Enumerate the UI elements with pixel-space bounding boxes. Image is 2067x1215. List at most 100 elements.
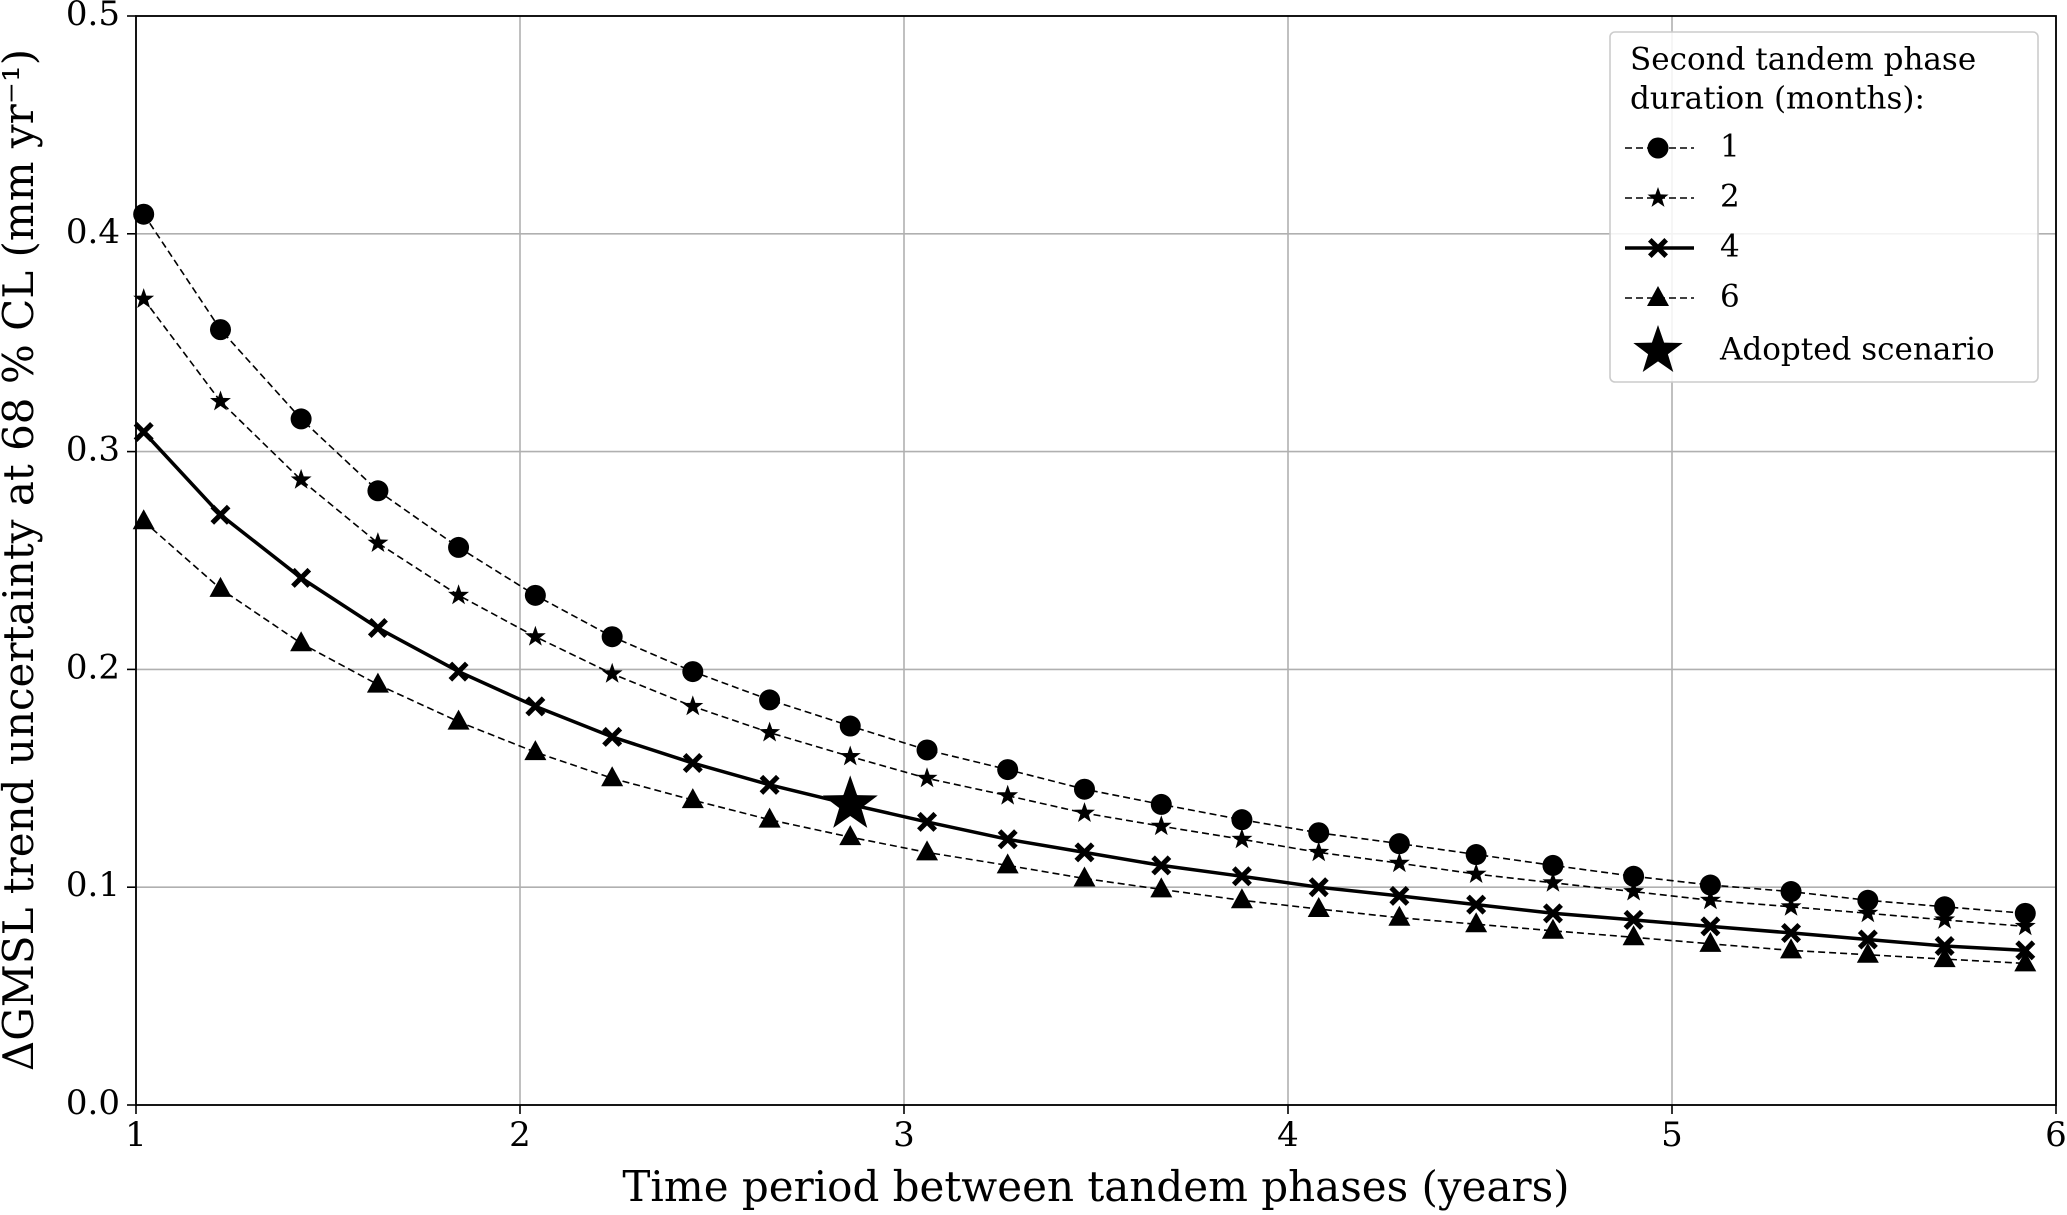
y-tick-label: 0.3 <box>66 430 120 470</box>
marker <box>602 726 623 747</box>
marker <box>367 532 389 552</box>
marker <box>1388 833 1410 855</box>
x-tick-label: 3 <box>893 1115 915 1155</box>
y-tick-label: 0.2 <box>66 647 120 687</box>
marker <box>917 811 938 832</box>
marker <box>290 631 313 652</box>
marker <box>366 672 389 693</box>
x-tick-label: 5 <box>1661 1115 1683 1155</box>
marker <box>1780 895 1802 916</box>
plot-frame <box>135 15 2057 1106</box>
marker <box>1700 916 1721 937</box>
marker <box>133 288 155 308</box>
marker <box>681 788 704 809</box>
marker <box>759 774 780 795</box>
marker <box>447 709 470 730</box>
legend-marker <box>1647 286 1669 306</box>
marker <box>1231 866 1252 887</box>
marker <box>1073 778 1095 800</box>
marker <box>1699 931 1722 952</box>
marker <box>1780 881 1802 903</box>
y-tick-label: 0.5 <box>66 0 120 34</box>
x-axis-label: Time period between tandem phases (years… <box>622 1162 1569 1211</box>
series-line <box>143 520 2026 965</box>
y-tick-label: 0.1 <box>66 865 120 905</box>
marker <box>1780 938 1803 959</box>
legend-box <box>1609 31 2039 383</box>
marker <box>524 584 546 606</box>
marker <box>1623 909 1644 930</box>
marker <box>1934 908 1956 929</box>
marker <box>997 759 1019 781</box>
marker <box>1781 922 1802 943</box>
marker <box>1073 866 1096 887</box>
marker <box>290 468 312 489</box>
legend-title: duration (months): <box>1630 81 1925 117</box>
marker <box>1542 903 1563 924</box>
legend-label: 1 <box>1720 129 1740 165</box>
marker <box>1622 925 1645 946</box>
marker <box>839 715 861 737</box>
marker <box>1542 871 1564 892</box>
legend-marker <box>1647 187 1669 207</box>
marker <box>1465 912 1488 933</box>
marker <box>1074 802 1095 822</box>
marker <box>2014 902 2036 924</box>
marker <box>524 625 546 646</box>
marker <box>1074 842 1095 863</box>
marker <box>525 696 546 717</box>
marker <box>1465 863 1487 883</box>
marker <box>839 745 861 766</box>
marker <box>839 825 862 846</box>
marker <box>601 626 623 648</box>
marker <box>1542 854 1564 876</box>
marker <box>133 421 154 442</box>
marker <box>1308 841 1330 862</box>
marker <box>1465 844 1487 866</box>
marker <box>1857 889 1879 911</box>
marker <box>1231 809 1253 831</box>
marker <box>1307 896 1330 917</box>
marker <box>1388 852 1410 873</box>
marker <box>2015 940 2036 961</box>
marker <box>916 767 938 788</box>
marker <box>601 766 624 787</box>
marker <box>758 807 781 828</box>
marker <box>209 319 231 341</box>
marker <box>1699 874 1721 896</box>
legend-marker <box>1648 238 1668 258</box>
legend-label: 2 <box>1720 179 1740 215</box>
marker <box>682 753 703 774</box>
marker <box>1857 929 1878 950</box>
marker <box>1150 877 1173 898</box>
marker <box>682 661 704 683</box>
x-tick-label: 4 <box>1277 1115 1299 1155</box>
legend-label: 6 <box>1720 279 1740 315</box>
marker <box>1933 947 1956 968</box>
marker <box>1150 815 1172 836</box>
marker <box>916 840 939 861</box>
marker <box>997 784 1019 805</box>
marker <box>997 829 1018 850</box>
legend-marker <box>1633 325 1683 372</box>
marker <box>2014 915 2036 936</box>
x-tick-label: 1 <box>125 1115 147 1155</box>
legend-label: Adopted scenario <box>1719 332 1995 368</box>
marker <box>367 480 389 502</box>
x-tick-label: 6 <box>2045 1115 2067 1155</box>
marker <box>1466 894 1487 915</box>
marker <box>1150 793 1172 815</box>
marker <box>601 662 623 683</box>
legend-title: Second tandem phase <box>1630 42 1976 78</box>
marker <box>291 567 312 588</box>
marker <box>1934 936 1955 957</box>
marker <box>448 584 469 605</box>
marker <box>682 695 704 716</box>
marker <box>448 536 470 558</box>
marker <box>996 853 1019 874</box>
marker <box>209 576 232 597</box>
legend-label: 4 <box>1720 229 1740 265</box>
marker <box>1308 877 1329 898</box>
y-tick-label: 0.0 <box>66 1083 120 1123</box>
marker <box>759 689 781 711</box>
